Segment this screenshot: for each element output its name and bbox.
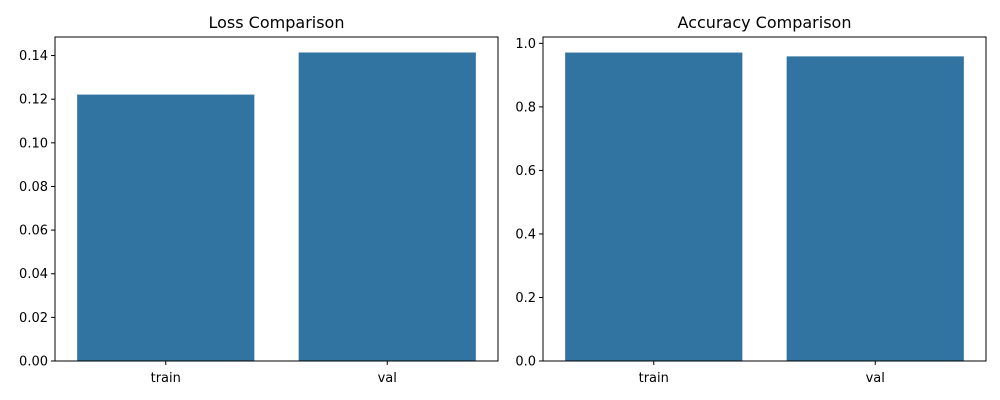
- accuracy-chart-title: Accuracy Comparison: [678, 13, 852, 32]
- accuracy-xtick-label: val: [866, 371, 885, 386]
- loss-ytick-label: 0.08: [19, 180, 48, 195]
- accuracy-bar-val: [786, 56, 964, 361]
- loss-xtick-label: train: [151, 371, 181, 386]
- accuracy-ytick-label: 1.0: [515, 37, 536, 52]
- loss-axes-frame: [54, 36, 499, 362]
- accuracy-ytick-label: 0.8: [515, 100, 536, 115]
- accuracy-ytick-label: 0.2: [515, 291, 536, 306]
- accuracy-ytick-label: 0.6: [515, 164, 536, 179]
- loss-chart-title: Loss Comparison: [209, 13, 345, 32]
- loss-ytick-label: 0.10: [19, 136, 48, 151]
- loss-bar-val: [298, 52, 476, 362]
- loss-ytick-label: 0.12: [19, 93, 48, 108]
- accuracy-axes-frame: [542, 36, 987, 362]
- loss-ytick-label: 0.06: [19, 224, 48, 239]
- loss-ytick-label: 0.00: [19, 355, 48, 370]
- accuracy-ytick-label: 0.0: [515, 355, 536, 370]
- accuracy-chart-plot-area: 0.0 0.2 0.4 0.6 0.8 1.0 train val: [515, 36, 987, 386]
- loss-ytick-label: 0.02: [19, 311, 48, 326]
- loss-chart: Loss Comparison 0.00 0.02 0.04 0.06 0.08 0.10…: [19, 13, 499, 386]
- accuracy-xtick-label: train: [639, 371, 669, 386]
- loss-bar-train: [77, 94, 255, 361]
- loss-ytick-label: 0.14: [19, 49, 48, 64]
- accuracy-ytick-label: 0.4: [515, 227, 536, 242]
- loss-ytick-label: 0.04: [19, 267, 48, 282]
- loss-chart-plot-area: 0.00 0.02 0.04 0.06 0.08 0.10 0.12 0.14 train val: [19, 36, 499, 386]
- loss-xtick-label: val: [378, 371, 397, 386]
- accuracy-chart: Accuracy Comparison 0.0 0.2 0.4 0.6 0.8 1.0 tr…: [515, 13, 987, 386]
- accuracy-bar-train: [565, 52, 743, 362]
